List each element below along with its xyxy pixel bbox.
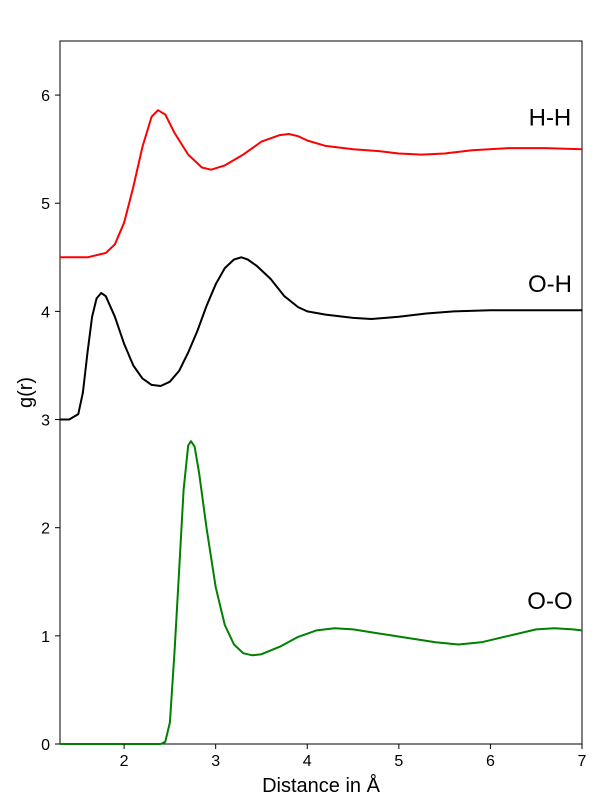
y-tick-label: 3: [41, 413, 50, 430]
series-line-1: [60, 256, 582, 421]
y-tick-label: 6: [41, 88, 50, 105]
x-axis-title: Distance in Å: [262, 774, 380, 797]
annotation-label: H-H: [529, 104, 572, 131]
plot-frame: [59, 40, 583, 745]
x-axis: 2 3 4 5 6 7: [120, 744, 587, 770]
annotation-label: O-H: [528, 271, 572, 298]
x-tick-label: 4: [303, 753, 312, 770]
y-tick-label: 0: [41, 737, 50, 754]
y-tick-label: 2: [41, 521, 50, 538]
y-tick-label: 1: [41, 629, 50, 646]
annotation-layer: H-H O-H O-O: [527, 104, 572, 614]
x-tick-label: 5: [394, 753, 403, 770]
y-axis-title: g(r): [15, 377, 37, 408]
series-layer: [60, 109, 583, 745]
y-tick-label: 4: [41, 304, 50, 321]
series-line-0: [60, 109, 583, 259]
x-tick-label: 6: [486, 753, 495, 770]
x-tick-label: 3: [211, 753, 220, 770]
y-axis: 0 1 2 3 4 5 6: [41, 88, 60, 754]
y-tick-label: 5: [41, 196, 50, 213]
series-line-2: [60, 440, 583, 745]
x-tick-label: 2: [120, 753, 129, 770]
plot-area: H-H O-H O-O: [59, 40, 583, 745]
annotation-label: O-O: [527, 588, 572, 615]
x-tick-label: 7: [578, 753, 587, 770]
